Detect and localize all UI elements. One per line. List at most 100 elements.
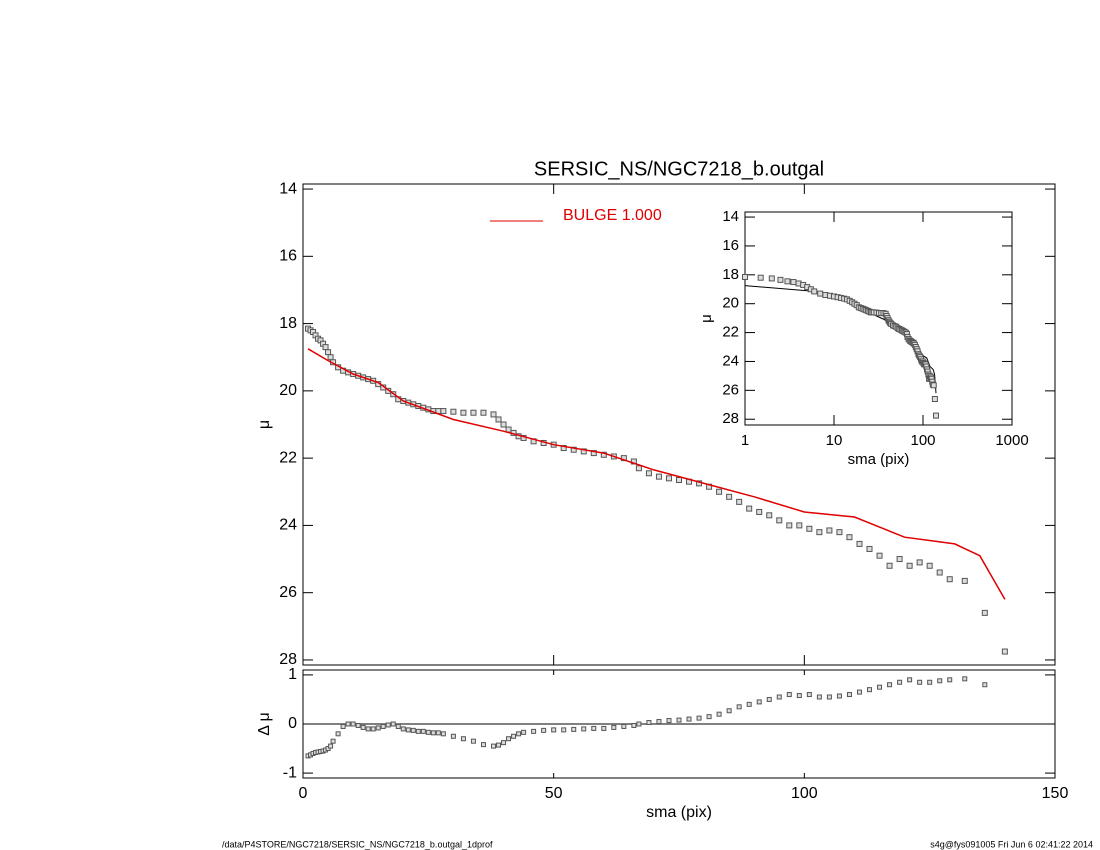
y-tick-label: 24 xyxy=(722,352,739,369)
data-point xyxy=(480,742,486,748)
data-point xyxy=(786,522,793,529)
data-point xyxy=(766,512,773,519)
data-point xyxy=(886,562,893,569)
data-point xyxy=(370,726,376,732)
data-point xyxy=(706,714,712,720)
data-point xyxy=(415,728,421,734)
data-point xyxy=(322,344,329,351)
data-point xyxy=(816,694,822,700)
data-point xyxy=(937,678,943,684)
data-point xyxy=(327,354,334,361)
data-point xyxy=(917,679,923,685)
data-point xyxy=(591,725,597,731)
data-point xyxy=(385,722,391,728)
data-point xyxy=(470,738,476,744)
y-tick-label: 26 xyxy=(722,381,739,398)
data-point xyxy=(736,704,742,710)
y-tick-label: 1 xyxy=(288,666,297,683)
data-point xyxy=(811,288,818,295)
footer-right: s4g@fys091005 Fri Jun 6 02:41:22 2014 xyxy=(930,839,1093,849)
data-point xyxy=(506,736,512,742)
y-tick-label: 26 xyxy=(279,584,297,601)
data-point xyxy=(947,677,953,683)
data-point xyxy=(696,715,702,721)
data-point xyxy=(742,273,748,280)
data-point xyxy=(330,738,336,744)
data-point xyxy=(511,733,517,739)
y-tick-label: 24 xyxy=(279,517,297,534)
data-point xyxy=(756,508,763,515)
data-point xyxy=(551,727,557,733)
data-point xyxy=(621,723,627,729)
data-point xyxy=(676,717,682,723)
data-point xyxy=(570,446,577,453)
data-point xyxy=(521,729,527,735)
data-point xyxy=(961,577,968,584)
data-point xyxy=(784,278,791,285)
data-point xyxy=(435,730,441,736)
data-point xyxy=(776,694,782,700)
data-point xyxy=(836,693,842,699)
data-point xyxy=(491,743,497,749)
data-point xyxy=(390,721,396,727)
data-point xyxy=(856,540,863,547)
data-point xyxy=(826,694,832,700)
data-point xyxy=(726,708,732,714)
x-tick-label: 1000 xyxy=(995,432,1028,449)
y-axis-label: Δ μ xyxy=(256,712,273,735)
y-tick-label: 20 xyxy=(279,382,297,399)
data-point xyxy=(876,552,883,559)
data-point xyxy=(531,728,537,734)
data-point xyxy=(335,731,341,737)
data-point xyxy=(631,722,637,728)
data-point xyxy=(480,409,487,416)
data-point xyxy=(460,736,466,742)
data-point xyxy=(600,451,607,458)
data-point xyxy=(867,687,873,693)
data-point xyxy=(355,722,361,728)
y-tick-label: 18 xyxy=(279,315,297,332)
data-point xyxy=(495,416,502,423)
x-tick-label: 0 xyxy=(299,785,308,802)
data-point xyxy=(716,711,722,717)
data-point xyxy=(897,679,903,685)
data-point xyxy=(380,723,386,729)
data-point xyxy=(877,684,883,690)
x-tick-label: 150 xyxy=(1042,785,1069,802)
data-point xyxy=(806,692,812,698)
data-point xyxy=(746,505,753,512)
data-point xyxy=(981,609,988,616)
data-point xyxy=(580,448,587,455)
x-axis-label: sma (pix) xyxy=(646,804,712,821)
data-point xyxy=(866,545,873,552)
data-point xyxy=(806,525,813,532)
data-point xyxy=(776,517,783,524)
data-point xyxy=(590,450,597,457)
data-point xyxy=(400,726,406,732)
data-point xyxy=(826,527,833,534)
data-point xyxy=(907,677,913,683)
data-point xyxy=(375,725,381,731)
x-axis-label: sma (pix) xyxy=(848,451,910,468)
y-tick-label: 0 xyxy=(288,715,297,732)
data-point xyxy=(496,742,502,748)
data-point xyxy=(500,421,507,428)
data-point xyxy=(836,529,843,536)
y-axis-label: μ xyxy=(698,314,715,323)
data-point xyxy=(405,727,411,733)
data-point xyxy=(846,692,852,698)
data-point xyxy=(846,534,853,541)
data-point xyxy=(541,727,547,733)
data-point xyxy=(620,455,627,462)
legend-label: BULGE 1.000 xyxy=(563,207,662,224)
data-point xyxy=(425,729,431,735)
data-point xyxy=(470,409,477,416)
data-point xyxy=(916,559,923,566)
x-tick-label: 100 xyxy=(791,785,818,802)
data-point xyxy=(736,498,743,505)
y-tick-label: 16 xyxy=(722,237,739,254)
data-point xyxy=(887,682,893,688)
chart-title: SERSIC_NS/NGC7218_b.outgal xyxy=(534,158,824,180)
data-point xyxy=(328,743,334,749)
y-tick-label: 28 xyxy=(279,651,297,668)
